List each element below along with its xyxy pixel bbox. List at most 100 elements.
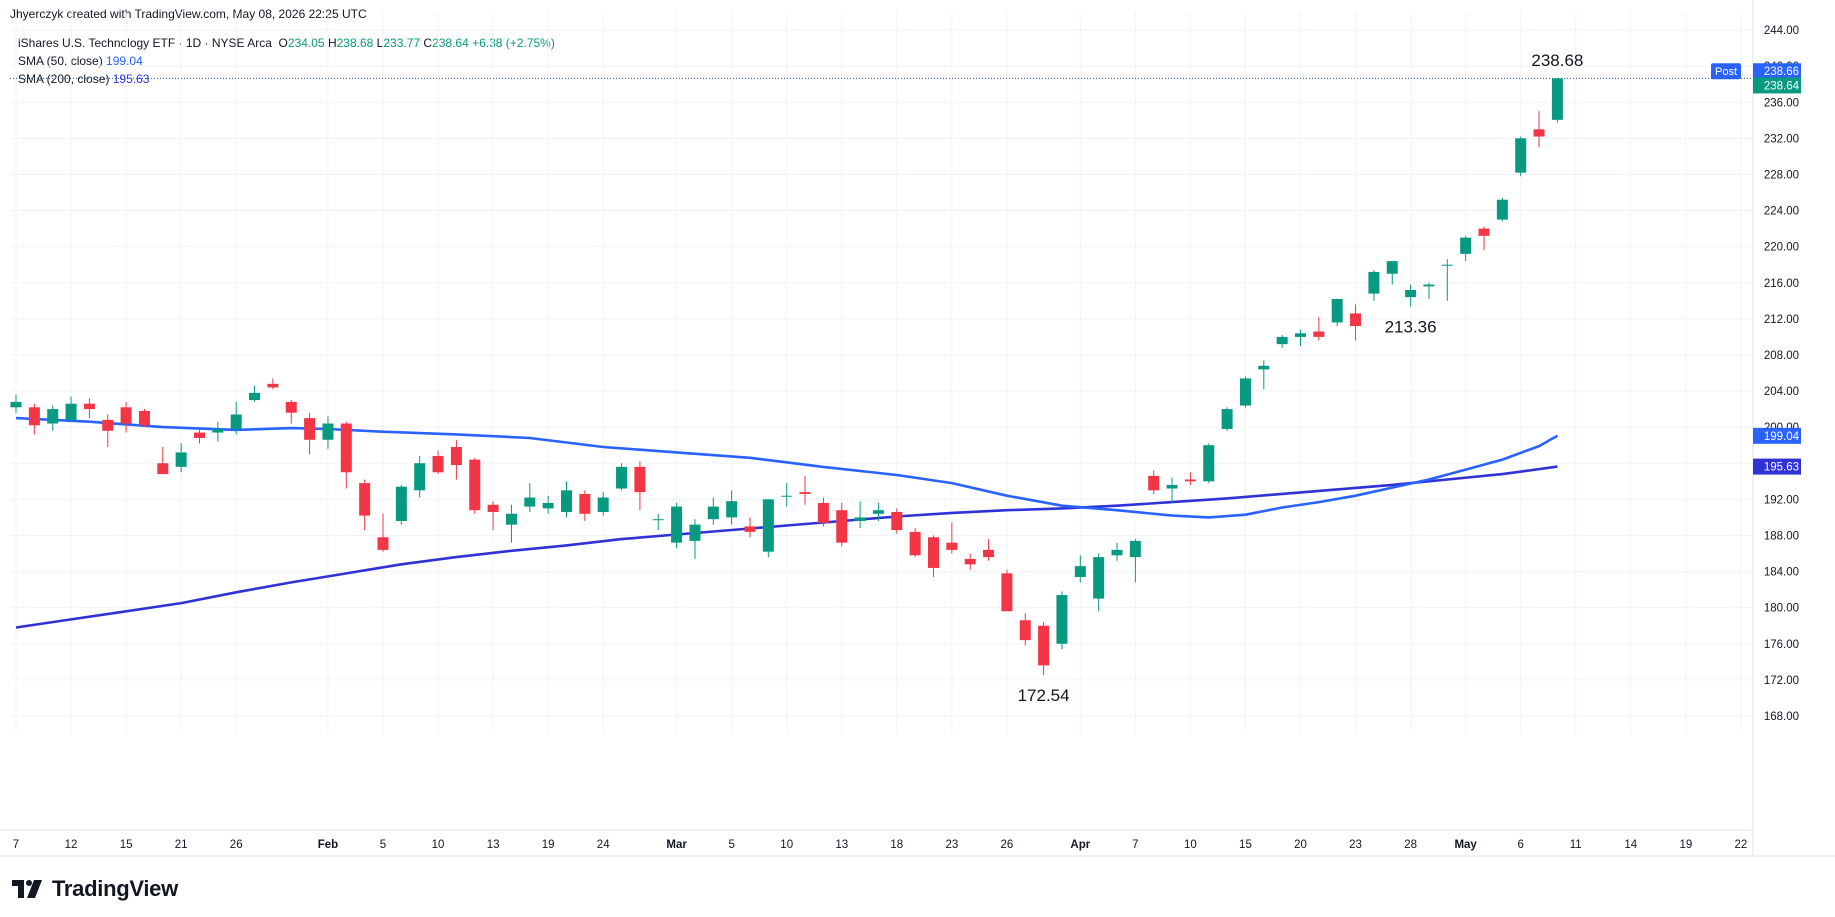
candle-body [1129, 540, 1141, 558]
candle [1074, 555, 1086, 583]
symbol-description[interactable]: iShares U.S. Technology ETF · 1D · NYSE … [18, 36, 272, 50]
candle-body [359, 483, 371, 516]
candle-body [1405, 289, 1417, 298]
candle-body [340, 423, 352, 473]
candle-body [1533, 129, 1545, 137]
tradingview-logo-icon [12, 880, 42, 898]
y-tick-label: 208.00 [1764, 350, 1799, 362]
candle-body [524, 497, 536, 507]
candle [854, 501, 866, 529]
candle [946, 522, 958, 554]
candle-body [707, 506, 719, 520]
candle [1515, 136, 1527, 177]
price-axis-tag-label: 238.64 [1764, 80, 1800, 92]
price-axis-tag-label: 199.04 [1764, 431, 1800, 443]
candle-body [1093, 557, 1105, 599]
candle-body [817, 502, 829, 523]
price-axis-tag [1753, 77, 1801, 94]
candle [1258, 360, 1270, 390]
candle [395, 484, 407, 525]
candle [964, 553, 976, 570]
candle [359, 479, 371, 531]
candle-body [138, 410, 150, 426]
x-tick-label: 14 [1624, 839, 1637, 851]
x-tick-label: 26 [1001, 839, 1014, 851]
y-tick-label: 180.00 [1764, 603, 1799, 615]
candle-body [1056, 595, 1068, 644]
tradingview-logo-text: TradingView [52, 876, 178, 901]
candle-body [928, 537, 939, 568]
candle [1496, 197, 1508, 222]
candle [817, 497, 829, 527]
x-tick-label: 26 [230, 839, 243, 851]
sma200-label: SMA (200, close) [18, 72, 110, 86]
y-tick-label: 212.00 [1764, 314, 1799, 326]
candle [1368, 270, 1380, 301]
tradingview-logo[interactable]: TradingView [12, 876, 178, 902]
candle [377, 513, 389, 552]
candle-body [157, 463, 169, 475]
candle-body [652, 519, 664, 521]
candle [1093, 553, 1105, 612]
high-label: H [327, 36, 337, 50]
y-tick-label: 172.00 [1764, 675, 1799, 687]
candle-body [450, 447, 462, 466]
candle-body [267, 383, 279, 388]
x-tick-label: 24 [597, 839, 610, 851]
candle [579, 490, 591, 522]
candle-body [1515, 138, 1527, 173]
close-value: 238.64 [432, 36, 469, 50]
candle-body [1350, 313, 1362, 327]
y-tick-label: 220.00 [1764, 242, 1799, 254]
candle-body [1386, 261, 1398, 274]
candle [102, 414, 114, 448]
candle [799, 475, 811, 505]
candle-body [1111, 549, 1123, 556]
candle [65, 396, 77, 422]
candle-body [1423, 284, 1435, 287]
price-axis-tag-label: 238.66 [1764, 66, 1799, 78]
candle-body [377, 537, 389, 550]
candle-body [1441, 264, 1453, 266]
candle-body [1074, 566, 1086, 577]
candle-body [28, 407, 40, 426]
x-tick-label: 21 [175, 839, 188, 851]
sma50-legend-row[interactable]: SMA (50, close) 199.04 [18, 52, 555, 70]
price-annotation: 172.54 [1018, 686, 1070, 705]
candle-body [726, 501, 738, 518]
candle [1019, 613, 1031, 646]
candle-body [762, 499, 774, 552]
y-tick-label: 236.00 [1764, 97, 1799, 109]
candle [1276, 335, 1288, 348]
candle [1313, 317, 1325, 341]
x-tick-label: 7 [13, 839, 19, 851]
candle [1056, 591, 1068, 650]
x-tick-label: 10 [432, 839, 445, 851]
candle [1295, 329, 1306, 346]
candle-body [891, 511, 903, 531]
candle [707, 497, 719, 525]
x-tick-label: 15 [120, 839, 133, 851]
candle [157, 447, 169, 475]
x-tick-label: 15 [1239, 839, 1252, 851]
moving-averages [10, 77, 1753, 629]
x-tick-label: 13 [487, 839, 500, 851]
x-tick-label: 11 [1570, 839, 1582, 851]
candle [230, 401, 242, 435]
sma200-legend-row[interactable]: SMA (200, close) 195.63 [18, 70, 555, 88]
candle [304, 412, 316, 455]
sma200-value: 195.63 [112, 72, 150, 86]
y-tick-label: 188.00 [1764, 530, 1799, 542]
x-tick-label: 10 [1184, 839, 1197, 851]
candle-body [47, 409, 59, 424]
candle-body [1038, 625, 1050, 666]
candle [194, 427, 205, 444]
grid [10, 12, 1752, 734]
candle [432, 450, 444, 475]
candle [872, 502, 884, 522]
candle-body [1313, 331, 1325, 337]
candle [744, 517, 756, 538]
candle [1239, 376, 1251, 408]
x-tick-label: 20 [1294, 839, 1307, 851]
